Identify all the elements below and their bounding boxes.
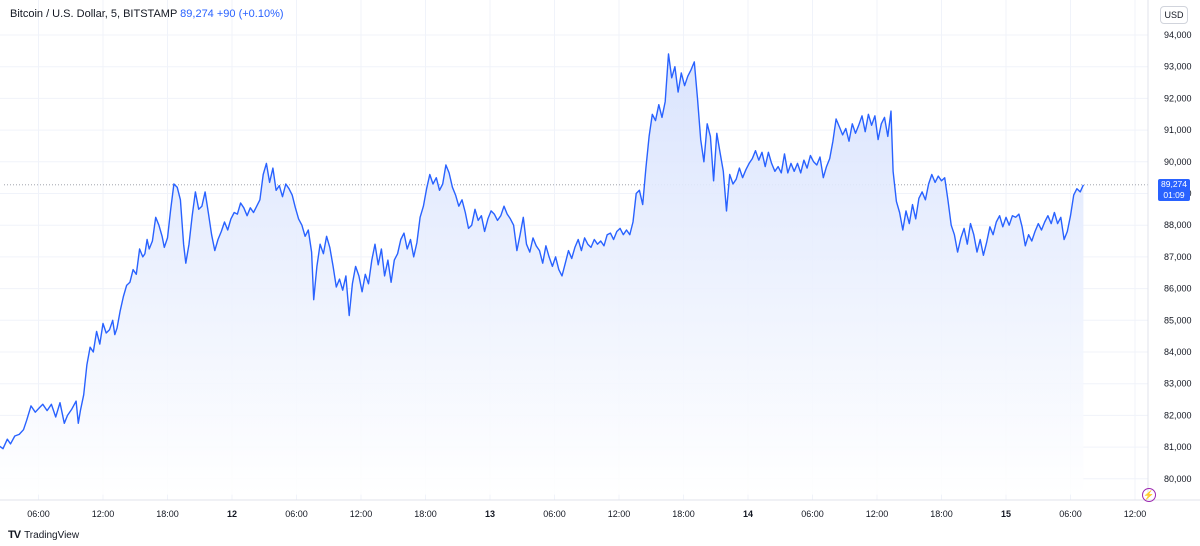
x-tick-label: 18:00 [672, 509, 695, 519]
x-tick-label: 12:00 [92, 509, 115, 519]
y-tick-label: 92,000 [1164, 93, 1192, 103]
currency-button[interactable]: USD [1160, 6, 1188, 24]
x-tick-label: 06:00 [801, 509, 824, 519]
y-tick-label: 93,000 [1164, 62, 1192, 72]
y-tick-label: 83,000 [1164, 379, 1192, 389]
x-tick-label: 06:00 [1059, 509, 1082, 519]
x-tick-label: 13 [485, 509, 495, 519]
badge-price: 89,274 [1161, 179, 1187, 189]
x-tick-label: 18:00 [156, 509, 179, 519]
x-tick-label: 06:00 [27, 509, 50, 519]
tradingview-brand[interactable]: TV TradingView [8, 529, 79, 541]
x-tick-label: 12:00 [350, 509, 373, 519]
x-tick-label: 18:00 [414, 509, 437, 519]
tradingview-name: TradingView [24, 529, 80, 541]
y-tick-label: 86,000 [1164, 284, 1192, 294]
x-tick-label: 14 [743, 509, 753, 519]
price-line [0, 53, 1085, 450]
y-tick-label: 84,000 [1164, 347, 1192, 357]
tradingview-logo: TV [8, 529, 21, 541]
last-price-badge: 89,274 01:09 [1158, 179, 1190, 201]
y-tick-label: 87,000 [1164, 252, 1192, 262]
x-tick-label: 12:00 [608, 509, 631, 519]
y-tick-label: 82,000 [1164, 410, 1192, 420]
price-area-fill [0, 54, 1084, 495]
y-tick-label: 85,000 [1164, 315, 1192, 325]
x-tick-label: 12:00 [1124, 509, 1147, 519]
x-tick-label: 06:00 [543, 509, 566, 519]
x-tick-label: 15 [1001, 509, 1011, 519]
last-price-value: 89,274 [180, 8, 214, 20]
time-axis[interactable]: 06:00 12:00 18:00 12 06:00 12:00 18:00 13 06:00 1… [27, 509, 1146, 519]
lightning-icon[interactable]: ⚡ [1142, 488, 1156, 502]
x-tick-label: 12:00 [866, 509, 889, 519]
x-tick-label: 06:00 [285, 509, 308, 519]
price-change-value: +90 (+0.10%) [216, 8, 284, 20]
badge-countdown: 01:09 [1163, 190, 1185, 200]
symbol-title: Bitcoin / U.S. Dollar, 5, BITSTAMP [10, 8, 178, 20]
price-axis[interactable]: 80,000 81,000 82,000 83,000 84,000 85,000 86,0… [1164, 30, 1192, 484]
x-tick-label: 12 [227, 509, 237, 519]
x-tick-label: 18:00 [930, 509, 953, 519]
y-tick-label: 80,000 [1164, 474, 1192, 484]
y-tick-label: 90,000 [1164, 157, 1192, 167]
symbol-legend[interactable]: Bitcoin / U.S. Dollar, 5, BITSTAMP 89,27… [10, 8, 284, 20]
y-tick-label: 94,000 [1164, 30, 1192, 40]
y-tick-label: 81,000 [1164, 442, 1192, 452]
y-tick-label: 91,000 [1164, 125, 1192, 135]
y-tick-label: 88,000 [1164, 220, 1192, 230]
